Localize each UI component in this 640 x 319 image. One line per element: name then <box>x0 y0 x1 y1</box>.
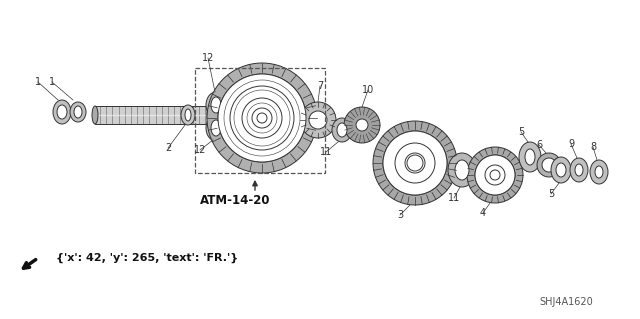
Text: 5: 5 <box>518 127 524 137</box>
Ellipse shape <box>332 118 352 142</box>
Text: SHJ4A1620: SHJ4A1620 <box>539 297 593 307</box>
Text: 5: 5 <box>548 189 554 199</box>
Ellipse shape <box>575 164 583 176</box>
Ellipse shape <box>337 123 347 137</box>
Circle shape <box>242 98 282 138</box>
Text: 8: 8 <box>590 142 596 152</box>
Circle shape <box>252 108 272 128</box>
Ellipse shape <box>211 120 221 136</box>
Text: 1: 1 <box>49 77 55 87</box>
Circle shape <box>407 155 423 171</box>
Circle shape <box>300 102 336 138</box>
Circle shape <box>218 74 306 162</box>
Text: 2: 2 <box>165 143 171 153</box>
Text: 12: 12 <box>202 53 214 63</box>
Ellipse shape <box>211 97 221 113</box>
Text: 11: 11 <box>448 193 460 203</box>
Ellipse shape <box>70 102 86 122</box>
Ellipse shape <box>551 157 571 183</box>
Circle shape <box>490 170 500 180</box>
Ellipse shape <box>92 106 98 124</box>
Circle shape <box>405 153 425 173</box>
Circle shape <box>383 131 447 195</box>
Circle shape <box>373 121 457 205</box>
Text: 3: 3 <box>397 210 403 220</box>
Circle shape <box>383 131 447 195</box>
Ellipse shape <box>556 163 566 177</box>
Text: 7: 7 <box>317 81 323 91</box>
Ellipse shape <box>525 149 535 165</box>
Circle shape <box>207 63 317 173</box>
Circle shape <box>252 108 272 128</box>
Ellipse shape <box>53 100 71 124</box>
Ellipse shape <box>595 166 603 178</box>
Ellipse shape <box>207 106 213 124</box>
Ellipse shape <box>448 153 476 187</box>
Circle shape <box>467 147 523 203</box>
Ellipse shape <box>455 160 469 180</box>
Text: 11: 11 <box>320 147 332 157</box>
Text: {'x': 42, 'y': 265, 'text': 'FR.'}: {'x': 42, 'y': 265, 'text': 'FR.'} <box>56 253 238 263</box>
Circle shape <box>405 153 425 173</box>
Circle shape <box>356 119 368 131</box>
Ellipse shape <box>206 115 226 141</box>
Ellipse shape <box>57 105 67 119</box>
Text: 4: 4 <box>480 208 486 218</box>
Ellipse shape <box>74 106 82 118</box>
Circle shape <box>230 86 294 150</box>
Text: 9: 9 <box>568 139 574 149</box>
Circle shape <box>395 143 435 183</box>
Circle shape <box>475 155 515 195</box>
Circle shape <box>230 86 294 150</box>
FancyBboxPatch shape <box>95 106 210 124</box>
Text: 6: 6 <box>536 140 542 150</box>
Bar <box>195 68 325 173</box>
Text: 12: 12 <box>194 145 206 155</box>
Ellipse shape <box>181 105 195 125</box>
Circle shape <box>309 111 327 129</box>
Ellipse shape <box>590 160 608 184</box>
Circle shape <box>218 74 306 162</box>
Text: 10: 10 <box>362 85 374 95</box>
Polygon shape <box>537 153 558 177</box>
Circle shape <box>475 155 515 195</box>
Circle shape <box>257 113 267 123</box>
Circle shape <box>242 98 282 138</box>
Ellipse shape <box>206 92 226 118</box>
Ellipse shape <box>519 142 541 172</box>
Circle shape <box>485 165 505 185</box>
Circle shape <box>344 107 380 143</box>
Circle shape <box>485 165 505 185</box>
Text: ATM-14-20: ATM-14-20 <box>200 194 270 206</box>
Ellipse shape <box>570 158 588 182</box>
Text: 1: 1 <box>35 77 41 87</box>
Circle shape <box>395 143 435 183</box>
Ellipse shape <box>185 109 191 121</box>
